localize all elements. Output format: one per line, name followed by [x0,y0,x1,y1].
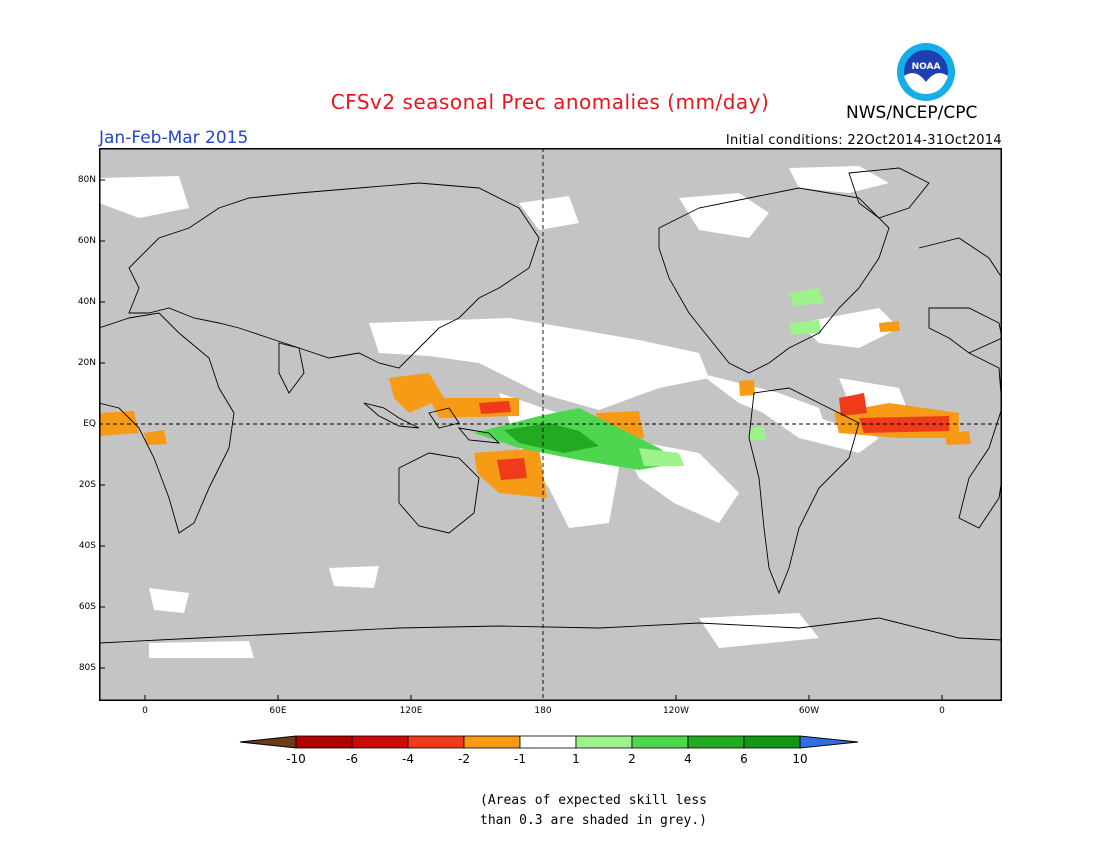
colorbar-segment [463,735,521,749]
colorbar-segment [351,735,409,749]
map-frame [99,148,1002,701]
colorbar-tick-label: -2 [458,752,470,766]
colorbar-tick-label: -4 [402,752,414,766]
logo-text: NOAA [912,62,941,72]
lat-label-60n: 60N [77,236,96,246]
noaa-logo-icon: NOAA [897,43,955,101]
season-label: Jan-Feb-Mar 2015 [99,128,249,148]
colorbar-segment [295,735,353,749]
footnote-line-1: (Areas of expected skill less [480,793,707,808]
lon-label-0-west: 0 [142,706,148,716]
lon-label-0-east: 0 [939,706,945,716]
lon-label-60e: 60E [269,706,287,716]
positive-anomaly-regions [474,288,824,470]
lat-label-20n: 20N [77,358,96,368]
colorbar-tick-label: 2 [628,752,636,766]
lat-label-eq: EQ [83,419,96,429]
colorbar-segment [687,735,745,749]
chart-title: CFSv2 seasonal Prec anomalies (mm/day) [330,90,770,114]
lat-label-80s: 80S [78,663,96,673]
colorbar-tick-label: 1 [572,752,580,766]
lon-label-180: 180 [534,706,552,716]
colorbar-tick-label: 10 [792,752,808,766]
colorbar-segments [239,735,859,749]
colorbar-segment [575,735,633,749]
colorbar [239,735,859,749]
colorbar-arrow-low [239,735,297,749]
initial-conditions-label: Initial conditions: 22Oct2014-31Oct2014 [725,133,1002,148]
colorbar-segment [407,735,465,749]
colorbar-tick-label: -6 [346,752,358,766]
precip-anomaly-map [99,148,1002,701]
lon-label-120w: 120W [662,706,690,716]
lat-label-40n: 40N [77,297,96,307]
colorbar-tick-label: 4 [684,752,692,766]
lon-label-60w: 60W [798,706,820,716]
colorbar-tick-label: -10 [286,752,306,766]
colorbar-tick-label: 6 [740,752,748,766]
lat-label-40s: 40S [78,541,96,551]
map-ticks [99,179,943,701]
colorbar-segment [519,735,577,749]
lat-label-60s: 60S [78,602,96,612]
colorbar-arrow-high [799,735,859,749]
lat-label-80n: 80N [77,175,96,185]
lat-label-20s: 20S [78,480,96,490]
colorbar-tick-label: -1 [514,752,526,766]
colorbar-segment [631,735,689,749]
colorbar-segment [743,735,801,749]
agency-label: NWS/NCEP/CPC [846,103,978,123]
lon-label-120e: 120E [399,706,423,716]
footnote-line-2: than 0.3 are shaded in grey.) [480,813,707,828]
coastlines [99,167,1002,644]
